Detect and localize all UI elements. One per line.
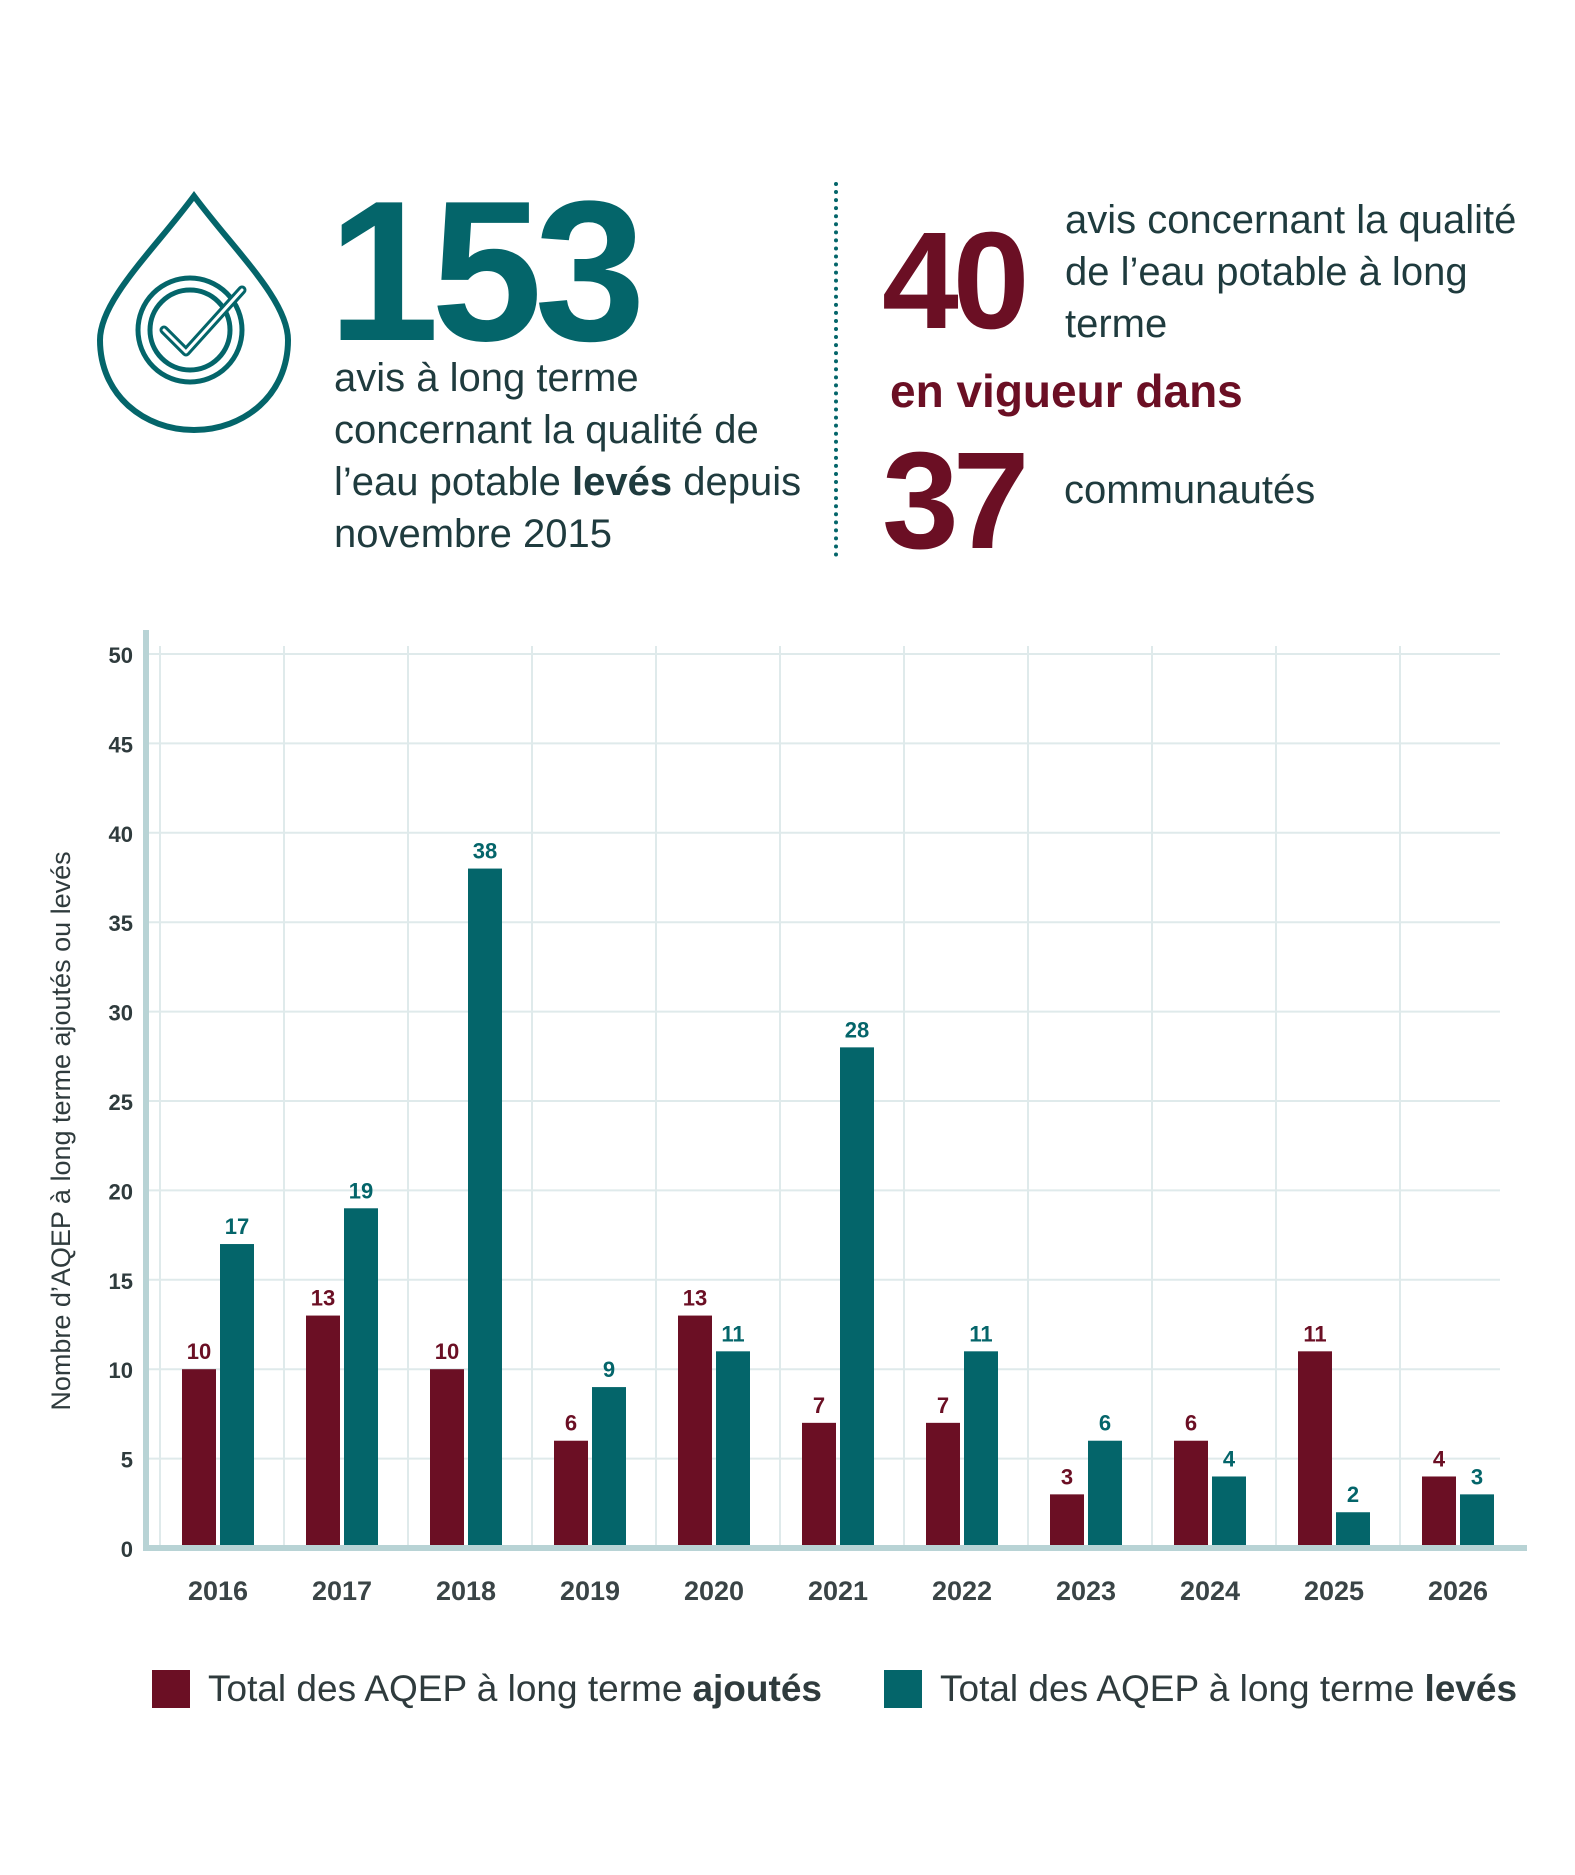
- bar-lifted-2019: [592, 1387, 626, 1545]
- value-label-lifted-2021: 28: [845, 1017, 869, 1042]
- lifted-text-post: depuis novembre 2015: [334, 460, 802, 556]
- y-tick-label-15: 15: [109, 1269, 133, 1294]
- x-tick-label-2017: 2017: [312, 1576, 372, 1606]
- y-tick-label-40: 40: [109, 822, 133, 847]
- legend-swatch-added: [152, 1670, 190, 1708]
- lifted-text-bold: levés: [571, 460, 673, 504]
- communities-total-number: 37: [882, 424, 1029, 578]
- bar-added-2025: [1298, 1351, 1332, 1545]
- value-label-lifted-2025: 2: [1347, 1482, 1359, 1507]
- active-total-number: 40: [882, 204, 1029, 358]
- value-label-lifted-2022: 11: [969, 1321, 992, 1346]
- communities-label: communautés: [1064, 468, 1316, 512]
- y-tick-label-30: 30: [109, 1001, 133, 1026]
- legend-swatch-lifted: [884, 1670, 922, 1708]
- value-label-added-2017: 13: [311, 1286, 335, 1311]
- bar-added-2016: [182, 1369, 216, 1545]
- bar-lifted-2017: [344, 1208, 378, 1545]
- value-label-added-2024: 6: [1185, 1411, 1197, 1436]
- value-label-added-2026: 4: [1433, 1446, 1446, 1471]
- bar-added-2026: [1422, 1476, 1456, 1545]
- lifted-text-pre: avis à long terme concernant la qualité …: [334, 356, 759, 504]
- bar-lifted-2026: [1460, 1494, 1494, 1545]
- y-axis-title: Nombre d’AQEP à long terme ajoutés ou le…: [46, 851, 76, 1410]
- value-label-added-2019: 6: [565, 1411, 577, 1436]
- y-tick-label-45: 45: [109, 732, 133, 757]
- x-tick-label-2023: 2023: [1056, 1576, 1116, 1606]
- bar-lifted-2025: [1336, 1512, 1370, 1545]
- value-label-added-2021: 7: [813, 1393, 825, 1418]
- value-label-lifted-2016: 17: [225, 1214, 249, 1239]
- lifted-total-description: avis à long terme concernant la qualité …: [334, 352, 834, 560]
- bar-added-2017: [306, 1315, 340, 1545]
- bar-added-2019: [554, 1440, 588, 1545]
- dotted-divider: [834, 182, 838, 557]
- x-tick-label-2024: 2024: [1180, 1576, 1240, 1606]
- x-tick-label-2026: 2026: [1428, 1576, 1488, 1606]
- x-tick-label-2018: 2018: [436, 1576, 496, 1606]
- value-label-added-2016: 10: [187, 1339, 211, 1364]
- x-tick-label-2016: 2016: [188, 1576, 248, 1606]
- bar-added-2024: [1174, 1440, 1208, 1545]
- value-label-lifted-2018: 38: [473, 839, 497, 864]
- water-drop-check-icon: [96, 190, 292, 434]
- bar-added-2021: [802, 1422, 836, 1545]
- value-label-lifted-2017: 19: [349, 1178, 373, 1203]
- value-label-added-2022: 7: [937, 1393, 949, 1418]
- value-label-lifted-2019: 9: [603, 1357, 615, 1382]
- x-tick-label-2019: 2019: [560, 1576, 620, 1606]
- y-tick-label-50: 50: [109, 643, 133, 668]
- x-tick-label-2025: 2025: [1304, 1576, 1364, 1606]
- bar-lifted-2023: [1088, 1440, 1122, 1545]
- value-label-added-2023: 3: [1061, 1464, 1073, 1489]
- y-tick-label-5: 5: [121, 1448, 133, 1473]
- value-label-lifted-2026: 3: [1471, 1464, 1483, 1489]
- y-tick-label-0: 0: [121, 1537, 133, 1562]
- active-total-description: avis concernant la qualité de l’eau pota…: [1065, 198, 1517, 346]
- legend-added-pre: Total des AQEP à long terme: [208, 1668, 683, 1709]
- y-tick-label-10: 10: [109, 1358, 133, 1383]
- bar-added-2020: [678, 1315, 712, 1545]
- value-label-added-2025: 11: [1303, 1321, 1326, 1346]
- value-label-lifted-2020: 11: [721, 1321, 744, 1346]
- bar-added-2018: [430, 1369, 464, 1545]
- bar-lifted-2018: [468, 868, 502, 1545]
- legend-added-bold: ajoutés: [692, 1668, 822, 1709]
- bar-lifted-2020: [716, 1351, 750, 1545]
- value-label-added-2018: 10: [435, 1339, 459, 1364]
- value-label-added-2020: 13: [683, 1286, 707, 1311]
- value-label-lifted-2024: 4: [1223, 1446, 1236, 1471]
- y-tick-label-25: 25: [109, 1090, 133, 1115]
- legend-item-lifted: Total des AQEP à long terme levés: [884, 1668, 1517, 1710]
- value-label-lifted-2023: 6: [1099, 1411, 1111, 1436]
- y-tick-label-20: 20: [109, 1179, 133, 1204]
- legend-lifted-bold: levés: [1424, 1668, 1518, 1709]
- bar-lifted-2016: [220, 1244, 254, 1545]
- x-tick-label-2022: 2022: [932, 1576, 992, 1606]
- bar-added-2022: [926, 1422, 960, 1545]
- bar-lifted-2024: [1212, 1476, 1246, 1545]
- legend-lifted-pre: Total des AQEP à long terme: [940, 1668, 1415, 1709]
- y-tick-label-35: 35: [109, 911, 133, 936]
- x-tick-label-2020: 2020: [684, 1576, 744, 1606]
- bar-lifted-2022: [964, 1351, 998, 1545]
- lifted-total-number: 153: [328, 160, 646, 383]
- legend-item-added: Total des AQEP à long terme ajoutés: [152, 1668, 822, 1710]
- bar-added-2023: [1050, 1494, 1084, 1545]
- x-tick-label-2021: 2021: [808, 1576, 868, 1606]
- active-connector-text: en vigueur dans: [890, 365, 1243, 417]
- bar-lifted-2021: [840, 1047, 874, 1545]
- chart-legend: Total des AQEP à long terme ajoutés Tota…: [152, 1668, 1552, 1728]
